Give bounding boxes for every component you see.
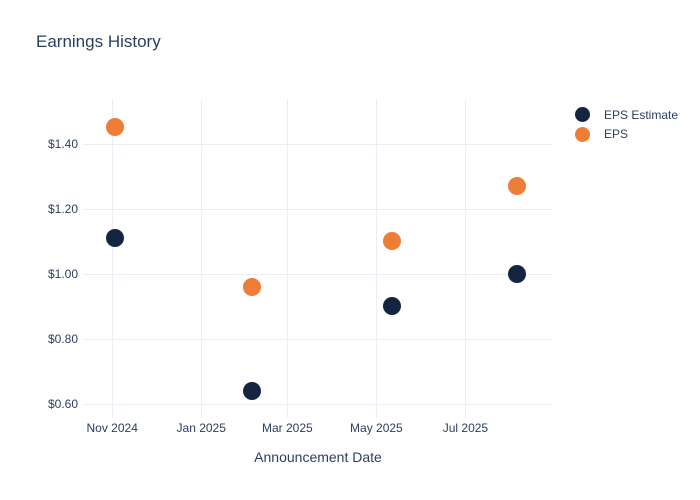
x-gridline — [201, 99, 203, 413]
legend-item-eps[interactable]: EPS — [575, 125, 678, 145]
x-tick-mark — [465, 413, 467, 418]
y-tick-label: $0.80 — [47, 331, 78, 346]
legend-item-label: EPS — [604, 127, 629, 142]
x-tick-mark — [112, 413, 114, 418]
y-tick-label: $1.40 — [47, 136, 78, 151]
x-tick-mark — [287, 413, 289, 418]
x-gridline — [376, 99, 378, 413]
x-gridline — [465, 99, 467, 413]
data-point-eps[interactable] — [243, 277, 262, 296]
data-point-eps-estimate[interactable] — [243, 381, 262, 400]
legend: EPS Estimate EPS — [575, 105, 678, 144]
data-point-eps-estimate[interactable] — [106, 228, 125, 247]
x-gridline — [112, 99, 114, 413]
data-point-eps[interactable] — [383, 232, 402, 251]
x-tick-label: May 2025 — [350, 421, 403, 435]
x-gridline — [287, 99, 289, 413]
x-tick-label: Nov 2024 — [86, 421, 138, 435]
chart-title: Earnings History — [36, 32, 161, 51]
x-tick-label: Mar 2025 — [261, 421, 313, 435]
legend-marker-icon — [575, 126, 590, 142]
y-gridline — [83, 338, 553, 340]
x-axis-title: Announcement Date — [254, 449, 382, 465]
plot-area — [83, 99, 553, 413]
data-point-eps-estimate[interactable] — [507, 264, 526, 283]
data-point-eps[interactable] — [106, 118, 125, 137]
data-point-eps[interactable] — [507, 176, 526, 195]
y-gridline — [83, 208, 553, 210]
legend-item-label: EPS Estimate — [604, 107, 679, 122]
y-gridline — [83, 273, 553, 275]
x-tick-label: Jan 2025 — [176, 421, 226, 435]
legend-item-eps-estimate[interactable]: EPS Estimate — [575, 105, 678, 125]
y-gridline — [83, 403, 553, 405]
y-tick-label: $1.20 — [47, 201, 78, 216]
y-tick-label: $1.00 — [47, 266, 78, 281]
y-gridline — [83, 143, 553, 145]
data-point-eps-estimate[interactable] — [383, 297, 402, 316]
x-tick-label: Jul 2025 — [442, 421, 489, 435]
x-tick-mark — [201, 413, 203, 418]
y-tick-label: $0.60 — [47, 396, 78, 411]
legend-marker-icon — [575, 107, 590, 123]
x-tick-mark — [376, 413, 378, 418]
